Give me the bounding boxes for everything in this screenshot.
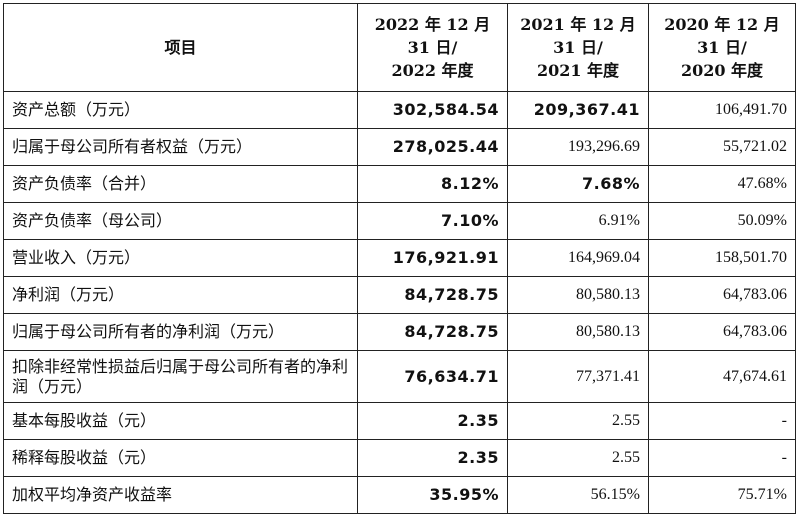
row-item-label: 资产总额（万元） bbox=[3, 91, 358, 129]
cell-2021: 2.55 bbox=[507, 402, 649, 440]
header-2020-line1: 2020 年 12 月 bbox=[664, 15, 780, 34]
cell-2021: 77,371.41 bbox=[507, 350, 649, 403]
cell-2021: 193,296.69 bbox=[507, 128, 649, 166]
cell-2022: 84,728.75 bbox=[357, 313, 508, 351]
cell-2021: 80,580.13 bbox=[507, 313, 649, 351]
table-row: 归属于母公司所有者权益（万元） 278,025.44 193,296.69 55… bbox=[3, 128, 796, 166]
cell-2022: 76,634.71 bbox=[357, 350, 508, 403]
cell-2020: 55,721.02 bbox=[648, 128, 796, 166]
cell-2022: 278,025.44 bbox=[357, 128, 508, 166]
cell-2020: - bbox=[648, 402, 796, 440]
table-row: 扣除非经常性损益后归属于母公司所有者的净利润（万元） 76,634.71 77,… bbox=[3, 350, 796, 403]
cell-2022: 2.35 bbox=[357, 402, 508, 440]
cell-2020: 158,501.70 bbox=[648, 239, 796, 277]
table-row: 资产负债率（母公司） 7.10% 6.91% 50.09% bbox=[3, 202, 796, 240]
header-2020: 2020 年 12 月 31 日/ 2020 年度 bbox=[648, 3, 796, 92]
table-row: 资产负债率（合并） 8.12% 7.68% 47.68% bbox=[3, 165, 796, 203]
row-item-label: 资产负债率（母公司） bbox=[3, 202, 358, 240]
cell-2022: 2.35 bbox=[357, 439, 508, 477]
table-row: 营业收入（万元） 176,921.91 164,969.04 158,501.7… bbox=[3, 239, 796, 277]
cell-2021: 80,580.13 bbox=[507, 276, 649, 314]
cell-2020: 75.71% bbox=[648, 476, 796, 514]
cell-2022: 84,728.75 bbox=[357, 276, 508, 314]
cell-2020: 64,783.06 bbox=[648, 313, 796, 351]
header-2022-line2: 31 日/ bbox=[407, 38, 458, 57]
header-item-label: 项目 bbox=[164, 38, 197, 57]
cell-2021: 209,367.41 bbox=[507, 91, 649, 129]
table-row: 归属于母公司所有者的净利润（万元） 84,728.75 80,580.13 64… bbox=[3, 313, 796, 351]
header-2022-line3: 2022 年度 bbox=[391, 61, 474, 80]
header-2021-line3: 2021 年度 bbox=[536, 61, 620, 80]
row-item-label: 净利润（万元） bbox=[3, 276, 358, 314]
header-2020-line3: 2020 年度 bbox=[680, 61, 764, 80]
header-2021: 2021 年 12 月 31 日/ 2021 年度 bbox=[507, 3, 649, 92]
cell-2021: 164,969.04 bbox=[507, 239, 649, 277]
row-item-label: 基本每股收益（元） bbox=[3, 402, 358, 440]
cell-2020: - bbox=[648, 439, 796, 477]
cell-2020: 47,674.61 bbox=[648, 350, 796, 403]
cell-2021: 6.91% bbox=[507, 202, 649, 240]
cell-2022: 302,584.54 bbox=[357, 91, 508, 129]
header-2021-line2: 31 日/ bbox=[553, 38, 603, 57]
table-row: 加权平均净资产收益率 35.95% 56.15% 75.71% bbox=[3, 476, 796, 514]
cell-2021: 7.68% bbox=[507, 165, 649, 203]
cell-2022: 7.10% bbox=[357, 202, 508, 240]
cell-2020: 64,783.06 bbox=[648, 276, 796, 314]
row-item-label: 资产负债率（合并） bbox=[3, 165, 358, 203]
row-item-label: 营业收入（万元） bbox=[3, 239, 358, 277]
cell-2021: 56.15% bbox=[507, 476, 649, 514]
header-item: 项目 bbox=[3, 3, 358, 92]
row-item-label: 稀释每股收益（元） bbox=[3, 439, 358, 477]
header-2021-line1: 2021 年 12 月 bbox=[520, 15, 636, 34]
table-row: 净利润（万元） 84,728.75 80,580.13 64,783.06 bbox=[3, 276, 796, 314]
financial-table: 项目 2022 年 12 月 31 日/ 2022 年度 2021 年 12 月… bbox=[3, 3, 796, 514]
header-row: 项目 2022 年 12 月 31 日/ 2022 年度 2021 年 12 月… bbox=[3, 3, 796, 92]
cell-2022: 8.12% bbox=[357, 165, 508, 203]
cell-2020: 47.68% bbox=[648, 165, 796, 203]
table-row: 基本每股收益（元） 2.35 2.55 - bbox=[3, 402, 796, 440]
cell-2020: 106,491.70 bbox=[648, 91, 796, 129]
row-item-label: 加权平均净资产收益率 bbox=[3, 476, 358, 514]
row-item-label: 归属于母公司所有者权益（万元） bbox=[3, 128, 358, 166]
cell-2021: 2.55 bbox=[507, 439, 649, 477]
cell-2020: 50.09% bbox=[648, 202, 796, 240]
header-2022-line1: 2022 年 12 月 bbox=[374, 15, 491, 34]
cell-2022: 35.95% bbox=[357, 476, 508, 514]
header-2020-line2: 31 日/ bbox=[697, 38, 747, 57]
table-row: 稀释每股收益（元） 2.35 2.55 - bbox=[3, 439, 796, 477]
cell-2022: 176,921.91 bbox=[357, 239, 508, 277]
row-item-label: 扣除非经常性损益后归属于母公司所有者的净利润（万元） bbox=[3, 350, 358, 403]
row-item-label: 归属于母公司所有者的净利润（万元） bbox=[3, 313, 358, 351]
header-2022: 2022 年 12 月 31 日/ 2022 年度 bbox=[357, 3, 508, 92]
table-row: 资产总额（万元） 302,584.54 209,367.41 106,491.7… bbox=[3, 91, 796, 129]
